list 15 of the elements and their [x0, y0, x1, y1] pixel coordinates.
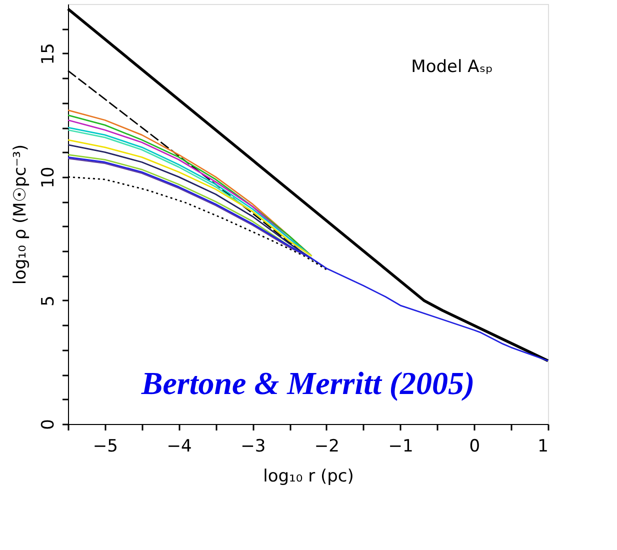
- x-tick-label: −4: [166, 436, 192, 456]
- x-tick-label: −1: [388, 436, 414, 456]
- annotation: Model Aₛₚ: [411, 57, 493, 77]
- y-tick-label: 15: [38, 43, 58, 65]
- y-tick-label: 10: [38, 166, 58, 188]
- x-tick-label: −2: [314, 436, 340, 456]
- y-tick-label: 0: [38, 419, 58, 430]
- x-tick-label: 1: [538, 436, 548, 456]
- x-tick-label: −5: [92, 436, 118, 456]
- y-axis-title: log₁₀ ρ (M☉pc⁻³): [10, 144, 30, 285]
- y-tick-label: 5: [38, 296, 58, 306]
- x-tick-label: −3: [240, 436, 266, 456]
- annotation: Bertone & Merritt (2005): [140, 365, 475, 402]
- x-tick-label: 0: [469, 436, 480, 456]
- x-axis-title: log₁₀ r (pc): [263, 466, 354, 486]
